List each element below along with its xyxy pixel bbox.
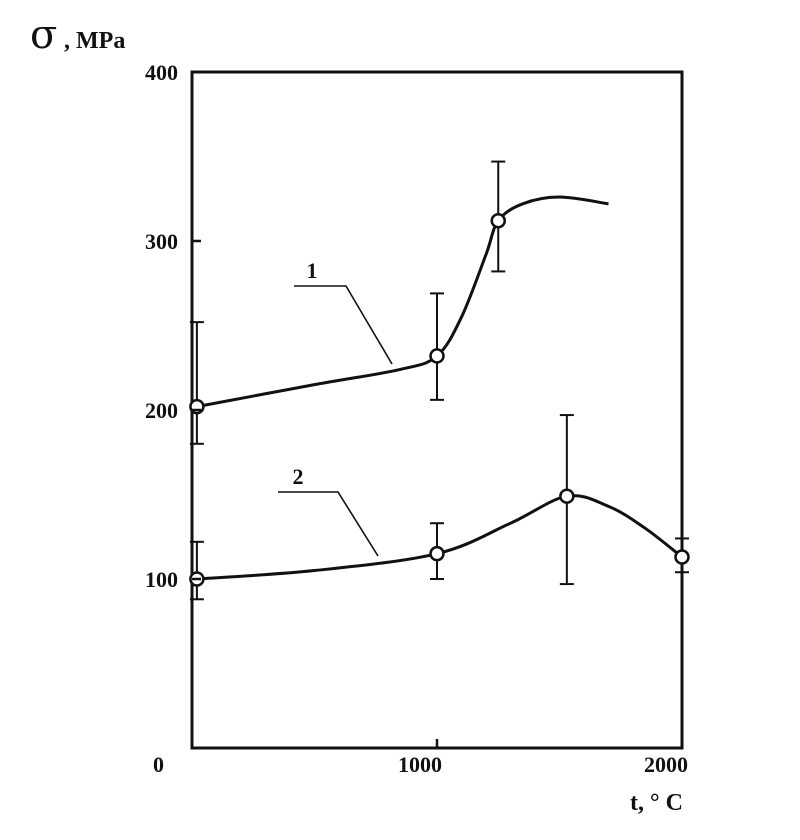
series-layer: 12	[189, 160, 690, 601]
x-tick-label-2000: 2000	[644, 752, 688, 777]
y-axis-title: , MPa	[64, 28, 125, 54]
series-1-label: 1	[307, 258, 318, 283]
y-tick-label-100: 100	[145, 567, 178, 592]
series-1-line	[196, 195, 609, 409]
series-2-label-leader	[278, 491, 379, 557]
series-2: 2	[189, 414, 690, 601]
y-tick-label-400: 400	[145, 60, 178, 85]
series-2-point-3	[674, 549, 690, 565]
x-axis-title: t, ° C	[630, 790, 683, 816]
x-tick-label-0: 0	[153, 752, 164, 777]
series-2-label: 2	[293, 464, 304, 489]
series-2-point-1	[429, 545, 445, 562]
series-2-line	[196, 494, 683, 581]
series-1-point-2	[490, 212, 506, 229]
series-1-errorbar-0	[189, 321, 204, 445]
series-1-point-1	[429, 348, 445, 364]
y-tick-label-200: 200	[145, 398, 178, 423]
series-2-errorbar-0	[189, 540, 204, 601]
series-1-label-leader	[294, 285, 393, 365]
series-1: 1	[189, 160, 609, 445]
series-1-errorbar-1	[430, 292, 444, 401]
x-tick-label-1000: 1000	[398, 752, 442, 777]
y-ticks-layer: 100 200 300 400	[145, 60, 684, 748]
y-tick-label-300: 300	[145, 229, 178, 254]
plot-border	[190, 70, 684, 750]
y-axis-symbol: σ	[30, 12, 57, 58]
plot-frame	[190, 70, 684, 750]
series-2-point-2	[559, 488, 575, 504]
